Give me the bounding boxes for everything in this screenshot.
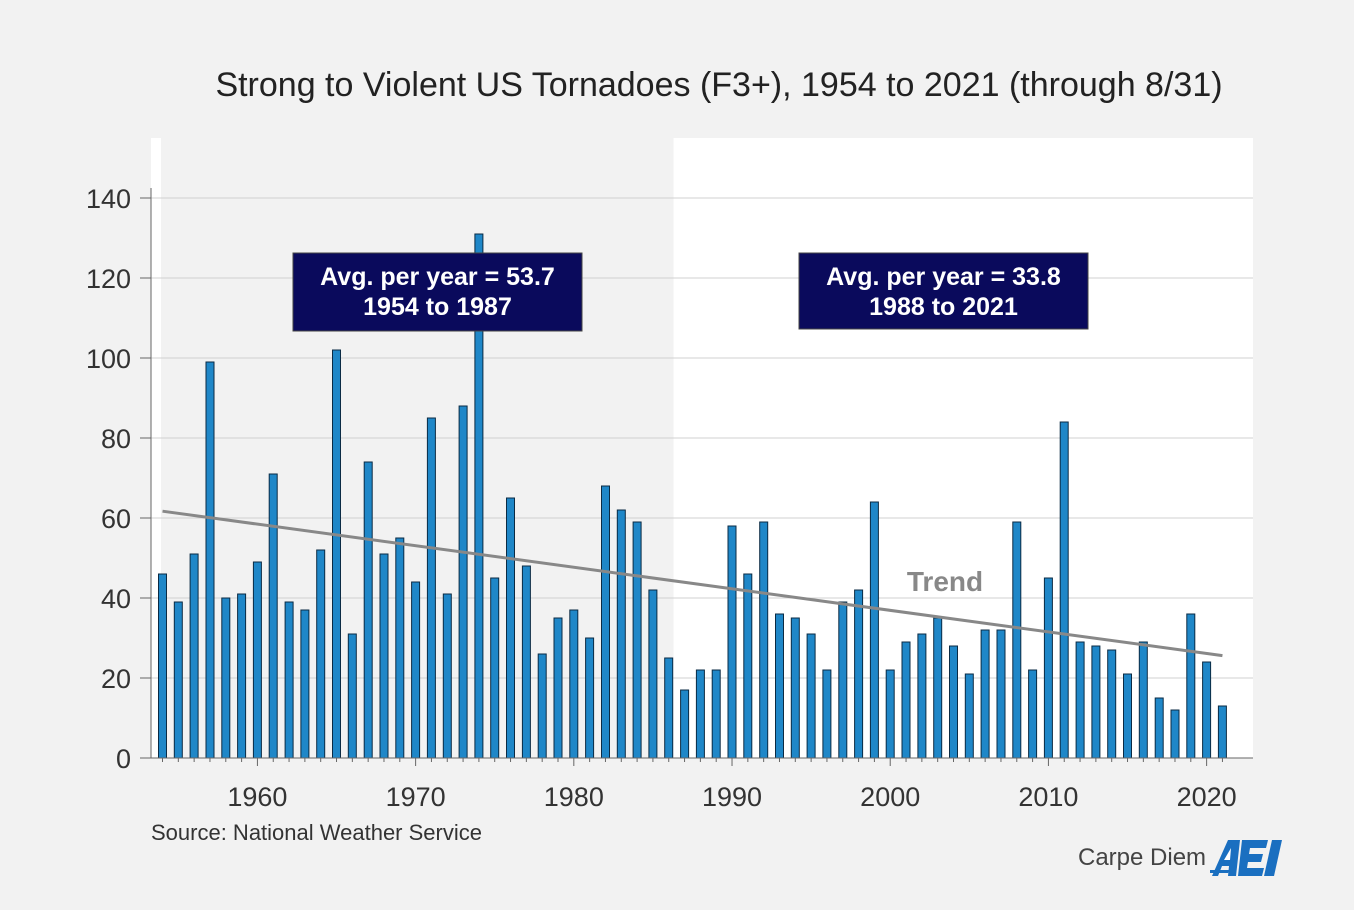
y-tick-label-0: 0 — [116, 744, 131, 774]
bar-1969 — [395, 537, 405, 759]
bar-1968 — [379, 553, 389, 759]
bar-1975 — [490, 577, 500, 759]
bar-1962 — [284, 601, 294, 759]
bar-2010 — [1043, 577, 1053, 759]
annotation-box-2 — [798, 252, 1089, 330]
plot-left-strip — [151, 138, 161, 758]
branding: Carpe Diem — [1078, 836, 1294, 880]
bar-2006 — [980, 629, 990, 759]
bar-1955 — [173, 601, 183, 759]
bar-1993 — [775, 613, 784, 759]
bar-2013 — [1091, 645, 1101, 759]
bar-1957 — [205, 361, 215, 759]
bar-2017 — [1154, 697, 1164, 759]
bar-2020 — [1202, 661, 1212, 759]
bar-2014 — [1107, 649, 1117, 759]
bar-1981 — [585, 637, 595, 759]
bar-2021 — [1217, 705, 1227, 759]
bar-1990 — [727, 525, 737, 759]
bar-1958 — [221, 597, 231, 759]
bar-1966 — [347, 633, 357, 759]
bar-2003 — [933, 617, 943, 759]
bar-2002 — [917, 633, 927, 759]
bar-1954 — [158, 573, 167, 759]
bar-2019 — [1186, 613, 1196, 759]
x-tick-label-1970: 1970 — [386, 782, 446, 812]
y-tick-label-20: 20 — [101, 664, 131, 694]
bar-1984 — [632, 521, 642, 759]
bar-1961 — [268, 473, 278, 759]
trend-line — [162, 509, 1223, 658]
x-tick-label-1980: 1980 — [544, 782, 604, 812]
bar-1959 — [237, 593, 247, 759]
bar-1963 — [300, 609, 310, 759]
x-tick-label-2010: 2010 — [1018, 782, 1078, 812]
bar-1992 — [759, 521, 769, 759]
bar-2012 — [1075, 641, 1085, 759]
y-tick-label-140: 140 — [86, 184, 131, 214]
y-tick-label-40: 40 — [101, 584, 131, 614]
bar-2000 — [885, 669, 895, 759]
bar-1996 — [822, 669, 832, 759]
bar-2005 — [964, 673, 974, 759]
bar-1980 — [569, 609, 579, 759]
bar-1976 — [506, 497, 515, 759]
bar-1991 — [743, 573, 753, 759]
annotation-line1-2: Avg. per year = 33.8 — [826, 263, 1061, 291]
bar-1997 — [838, 601, 848, 759]
bar-1985 — [648, 589, 658, 759]
annotation-line1-1: Avg. per year = 53.7 — [320, 263, 555, 291]
bar-1967 — [363, 461, 373, 759]
highlight-period-area — [673, 138, 1253, 758]
x-tick-label-1990: 1990 — [702, 782, 762, 812]
bar-2009 — [1028, 669, 1038, 759]
bar-1965 — [332, 349, 341, 759]
bar-1982 — [601, 485, 610, 759]
y-tick-label-60: 60 — [101, 504, 131, 534]
y-tick-label-120: 120 — [86, 264, 131, 294]
bar-1979 — [553, 617, 563, 759]
bar-2011 — [1059, 421, 1069, 759]
bar-1972 — [442, 593, 452, 759]
bar-1977 — [521, 565, 531, 759]
bar-2008 — [1012, 521, 1022, 759]
bar-1978 — [537, 653, 547, 759]
bar-1989 — [711, 669, 721, 759]
bar-1999 — [869, 501, 879, 759]
annotation-line2-2: 1988 to 2021 — [869, 293, 1018, 321]
chart-title: Strong to Violent US Tornadoes (F3+), 19… — [215, 66, 1223, 104]
trend-label: Trend — [907, 566, 983, 597]
bar-1971 — [426, 417, 436, 759]
bar-2007 — [996, 629, 1006, 759]
bar-2016 — [1138, 641, 1148, 759]
bar-1995 — [806, 633, 816, 759]
bar-1998 — [854, 589, 864, 759]
aei-logo-icon — [1210, 840, 1283, 876]
y-tick-label-80: 80 — [101, 424, 131, 454]
bar-2004 — [949, 645, 958, 759]
annotation-box-1 — [292, 252, 583, 332]
bar-1970 — [411, 581, 421, 759]
bar-1964 — [316, 549, 326, 759]
x-tick-label-2020: 2020 — [1177, 782, 1237, 812]
bar-1994 — [790, 617, 800, 759]
x-tick-label-2000: 2000 — [860, 782, 920, 812]
annotation-line2-1: 1954 to 1987 — [363, 293, 512, 321]
bar-2001 — [901, 641, 911, 759]
y-tick-label-100: 100 — [86, 344, 131, 374]
bar-1986 — [664, 657, 674, 759]
source-note: Source: National Weather Service — [151, 820, 482, 845]
brand-text: Carpe Diem — [1078, 844, 1207, 871]
bar-1960 — [252, 561, 262, 759]
bar-1973 — [458, 405, 468, 759]
bar-1988 — [695, 669, 705, 759]
bar-1956 — [189, 553, 199, 759]
bar-2018 — [1170, 709, 1180, 759]
x-tick-label-1960: 1960 — [227, 782, 287, 812]
bar-2015 — [1123, 673, 1132, 759]
bar-1987 — [680, 689, 690, 759]
bar-1983 — [616, 509, 626, 759]
